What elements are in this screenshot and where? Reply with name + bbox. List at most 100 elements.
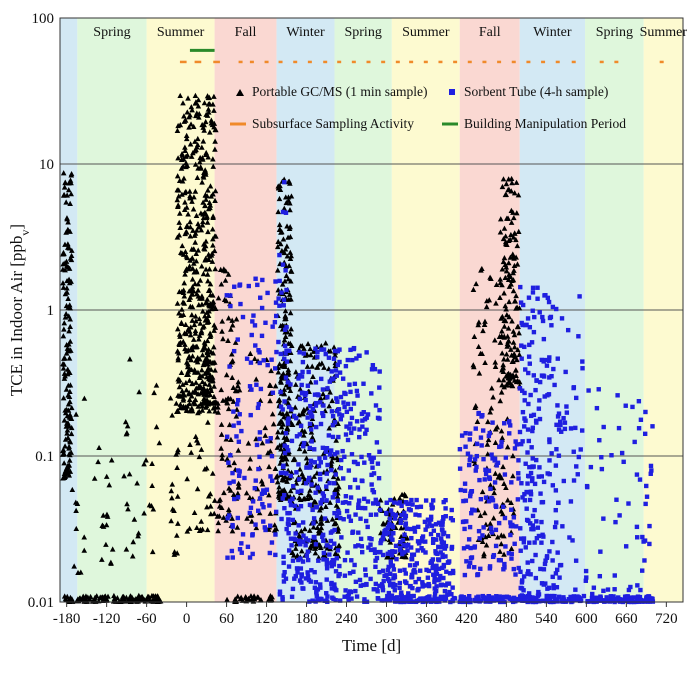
gcms-point (500, 368, 507, 375)
sorbent-point (385, 576, 391, 582)
gcms-point (274, 243, 281, 250)
sorbent-point (554, 306, 559, 312)
sorbent-point (519, 388, 525, 393)
sorbent-point (546, 585, 552, 591)
gcms-point (62, 241, 68, 247)
sorbent-point (555, 403, 560, 408)
gcms-point (509, 318, 515, 324)
gcms-point (307, 379, 314, 385)
gcms-point (507, 273, 514, 279)
gcms-point (67, 439, 74, 445)
gcms-point (497, 216, 504, 222)
sorbent-point (474, 464, 479, 470)
gcms-point (64, 345, 71, 351)
gcms-point (503, 351, 510, 357)
sorbent-point (381, 578, 386, 584)
gcms-point (201, 245, 207, 251)
gcms-point (335, 475, 341, 481)
sorbent-point (332, 510, 337, 516)
sorbent-point (333, 569, 339, 574)
sorbent-point (521, 540, 527, 545)
sorbent-point (435, 551, 440, 557)
gcms-point (298, 528, 305, 534)
sorbent-point (528, 490, 533, 495)
sorbent-point (354, 419, 360, 424)
gcms-point (473, 280, 479, 287)
sorbent-point (557, 419, 563, 424)
gcms-point (199, 179, 205, 185)
sorbent-point (376, 476, 382, 481)
sorbent-point (366, 545, 371, 550)
gcms-point (508, 346, 514, 352)
sorbent-point (442, 594, 448, 599)
gcms-point (80, 594, 86, 600)
sorbent-point (538, 491, 543, 496)
gcms-point (231, 459, 238, 466)
sorbent-point (306, 369, 311, 375)
gcms-point (68, 247, 75, 253)
gcms-point (81, 534, 88, 540)
sorbent-point (409, 593, 415, 599)
sorbent-point (309, 414, 315, 419)
sorbent-point (386, 564, 391, 570)
sorbent-point (227, 480, 232, 486)
gcms-point (183, 135, 190, 142)
sorbent-point (636, 595, 641, 600)
sorbent-point (365, 499, 371, 504)
gcms-point (508, 231, 514, 238)
sorbent-point (409, 572, 415, 578)
sorbent-point (568, 499, 574, 504)
sorbent-point (415, 539, 421, 544)
gcms-point (284, 253, 291, 259)
sorbent-point (256, 466, 261, 472)
gcms-point (297, 386, 304, 392)
sorbent-point (527, 361, 532, 366)
sorbent-point (384, 597, 389, 603)
sorbent-point (431, 599, 437, 604)
gcms-point (192, 433, 199, 439)
sorbent-point (324, 577, 329, 582)
sorbent-point (439, 527, 445, 532)
sorbent-point (508, 520, 513, 525)
sorbent-point (513, 439, 518, 444)
gcms-point (203, 196, 209, 202)
gcms-point (175, 122, 181, 129)
sorbent-point (491, 552, 497, 558)
sorbent-point (298, 423, 304, 429)
sorbent-point (279, 290, 284, 295)
gcms-point (219, 328, 225, 334)
sorbent-point (255, 405, 261, 411)
sorbent-point (405, 594, 411, 599)
sorbent-point (547, 375, 552, 380)
sorbent-point (476, 528, 482, 534)
gcms-point (176, 219, 183, 225)
sorbent-point (479, 443, 484, 448)
gcms-point (62, 267, 68, 273)
gcms-point (222, 277, 229, 283)
sorbent-point (361, 381, 366, 386)
gcms-point (169, 495, 175, 501)
gcms-point (244, 515, 250, 521)
gcms-point (128, 598, 134, 604)
gcms-point (193, 291, 200, 297)
gcms-point (234, 388, 240, 394)
sorbent-point (332, 348, 338, 354)
sorbent-point (571, 385, 576, 391)
sorbent-point (313, 380, 319, 385)
sorbent-point (273, 552, 278, 558)
sorbent-point (267, 503, 272, 508)
sorbent-point (359, 544, 365, 549)
sorbent-point (518, 300, 524, 305)
y-tick-label: 10 (39, 157, 54, 173)
sorbent-point (502, 561, 507, 567)
sorbent-point (308, 579, 313, 584)
gcms-point (199, 407, 206, 413)
sorbent-point (429, 523, 435, 528)
sorbent-point (330, 595, 335, 600)
gcms-point (187, 188, 193, 194)
x-tick-label: 480 (495, 611, 518, 627)
gcms-point (63, 342, 70, 348)
sorbent-point (349, 452, 355, 457)
sorbent-point (398, 520, 403, 526)
sorbent-point (488, 486, 493, 492)
